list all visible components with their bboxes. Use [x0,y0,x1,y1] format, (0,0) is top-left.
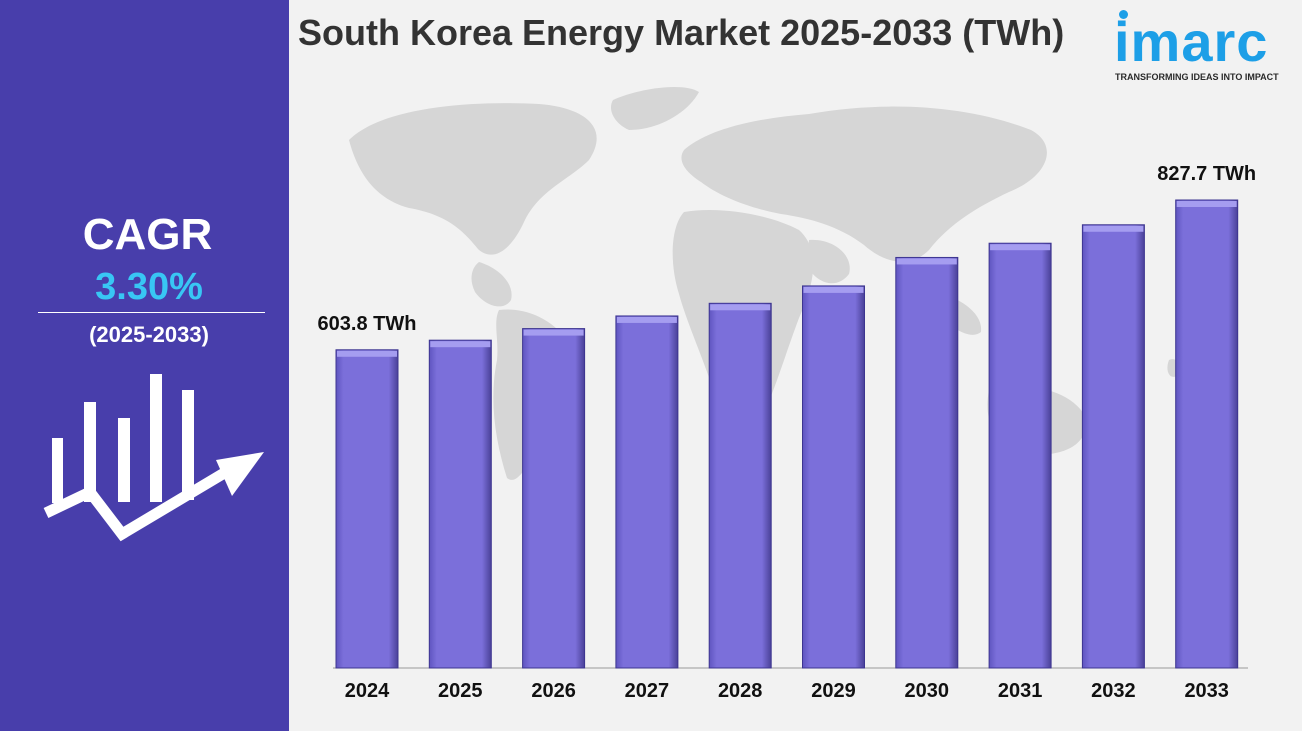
bar-top-highlight [990,244,1051,251]
x-tick-label: 2030 [905,680,950,702]
x-tick-label: 2027 [625,680,670,702]
logo-wordmark: imarc [1114,10,1269,73]
bar-top-highlight [1176,201,1237,207]
bar-top-highlight [523,329,584,336]
bar-top-highlight [337,350,397,357]
bar-2028 [708,302,772,669]
bar-2025 [428,339,492,669]
cagr-sidebar: CAGR 3.30% (2025-2033) [0,0,289,731]
bar-2031 [988,242,1052,669]
bar-2032 [1081,224,1145,669]
x-tick-label: 2026 [531,680,576,702]
x-tick-label: 2024 [345,680,390,702]
bar-top-highlight [616,316,677,323]
bar-top-highlight [710,304,771,311]
logo-dot [1119,10,1128,19]
bar-2027 [615,315,679,669]
growth-chart-icon [43,374,264,542]
bar-top-highlight [1083,225,1144,232]
bar-2024 [335,349,399,669]
imarc-logo: imarc TRANSFORMING IDEAS INTO IMPACT [1112,6,1292,86]
x-tick-label: 2033 [1184,680,1229,702]
bar-top-highlight [430,341,491,348]
x-tick-label: 2028 [718,680,763,702]
cagr-label: CAGR [82,210,213,259]
bar-top-highlight [803,286,864,293]
bar-2033 [1175,199,1239,669]
bar-2029 [802,285,865,669]
cagr-period: (2025-2033) [89,322,209,347]
bar-2026 [522,328,586,669]
chart-title: South Korea Energy Market 2025-2033 (TWh… [298,12,1065,53]
x-tick-label: 2031 [998,680,1043,702]
data-label: 603.8 TWh [318,313,417,335]
x-tick-label: 2029 [811,680,856,702]
bar-top-highlight [896,258,957,265]
data-label: 827.7 TWh [1157,163,1256,185]
cagr-value: 3.30% [95,266,203,308]
logo-tagline: TRANSFORMING IDEAS INTO IMPACT [1115,72,1279,82]
cagr-divider [38,312,265,313]
x-tick-label: 2032 [1091,680,1136,702]
x-tick-label: 2025 [438,680,483,702]
bar-2030 [895,256,959,669]
